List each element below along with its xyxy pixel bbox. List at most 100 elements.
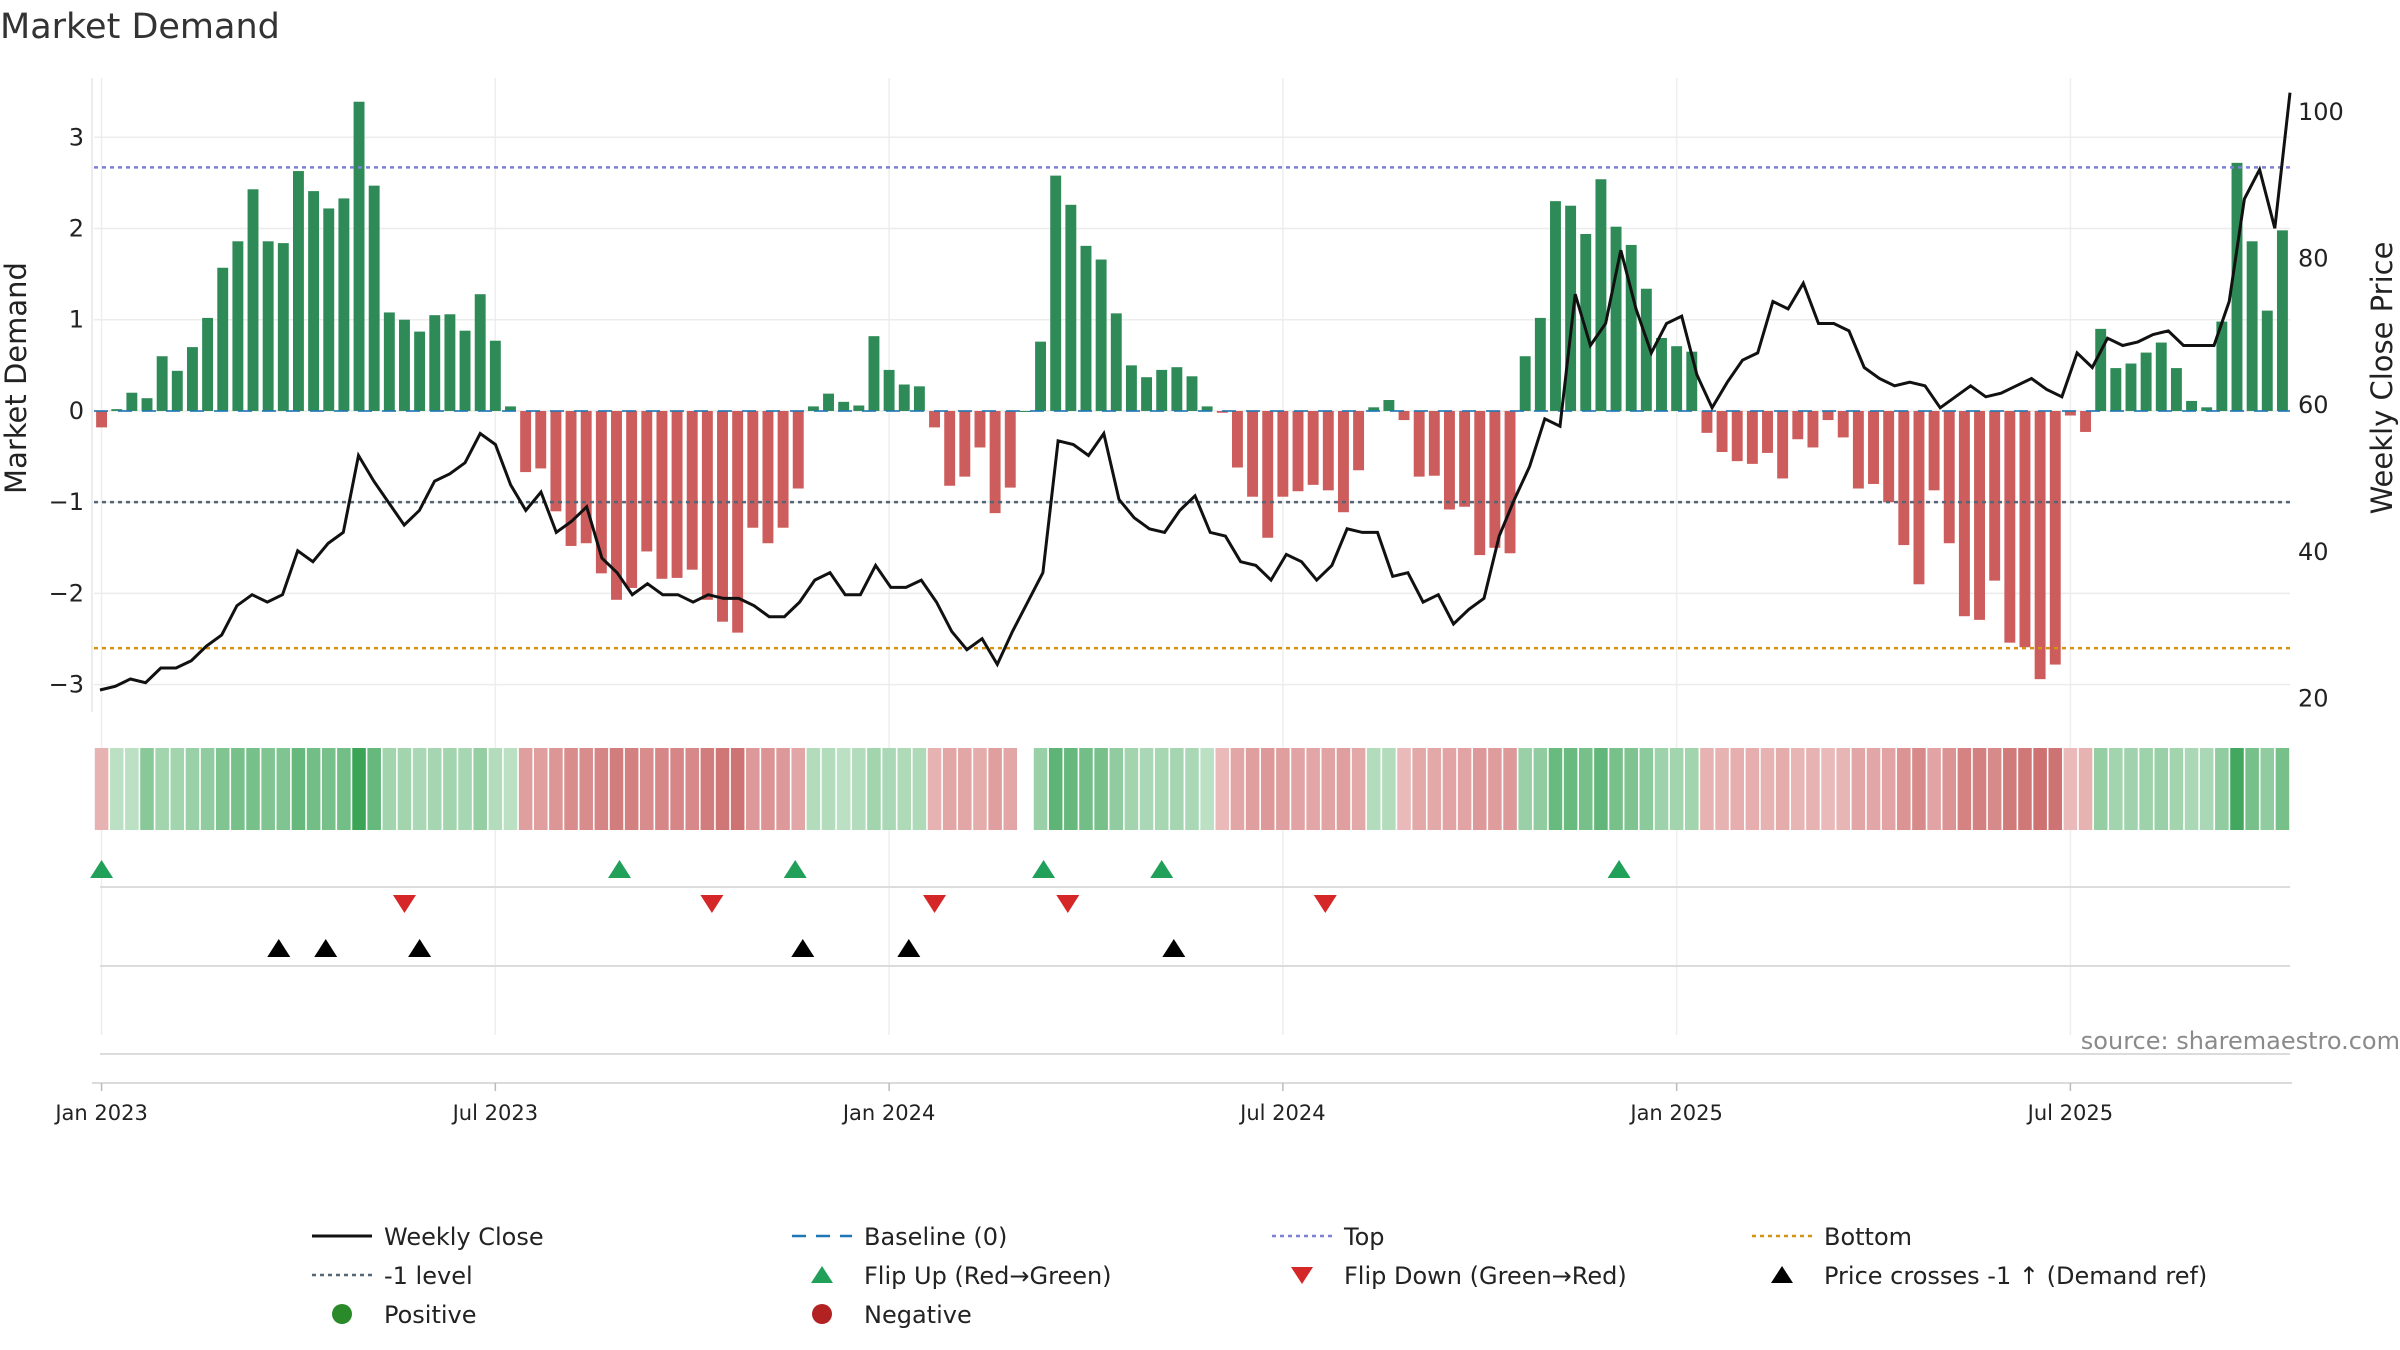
strip-cell: [94, 748, 109, 830]
strip-cell: [776, 748, 790, 830]
strip-cell: [1654, 748, 1669, 830]
strip-cell: [1927, 748, 1941, 830]
demand-bar: [1958, 410, 1970, 617]
demand-bar: [1156, 369, 1168, 411]
strip-cell: [412, 748, 427, 830]
strip-cell: [1079, 748, 1093, 830]
strip-cell: [640, 748, 654, 830]
strip-cell: [2260, 748, 2275, 830]
demand-bar: [1595, 179, 1607, 411]
y-right-tick-label: 60: [2298, 391, 2329, 419]
strip-cell: [1291, 748, 1305, 830]
demand-bar: [1640, 288, 1652, 411]
demand-bar: [399, 319, 410, 411]
strip-cell: [1775, 748, 1790, 830]
x-tick-label: Jan 2023: [53, 1101, 148, 1125]
strip-cell: [1245, 748, 1260, 830]
demand-bar: [1671, 346, 1683, 411]
strip-cell: [1503, 748, 1517, 830]
demand-bar: [111, 409, 123, 411]
demand-bar: [944, 410, 956, 486]
demand-bar: [1035, 341, 1047, 411]
demand-bar: [1837, 410, 1849, 438]
strip-cell: [912, 748, 927, 830]
demand-bar: [2201, 407, 2213, 411]
demand-bar: [1883, 410, 1895, 503]
strip-cell: [2063, 748, 2078, 830]
demand-bar: [2246, 241, 2258, 411]
strip-cell: [306, 748, 321, 830]
demand-bar: [1262, 410, 1274, 538]
strip-cell: [715, 748, 730, 830]
demand-bar: [474, 294, 486, 411]
demand-bar: [1550, 201, 1561, 411]
strip-cell: [518, 748, 533, 830]
strip-cell: [1821, 748, 1835, 830]
demand-bar: [96, 410, 108, 428]
strip-cell: [443, 748, 457, 830]
demand-bar: [2276, 230, 2288, 411]
demand-bar: [2170, 368, 2182, 411]
strip-cell: [155, 748, 169, 830]
demand-bar: [232, 241, 244, 411]
price-cross-marker: [1162, 939, 1186, 957]
strip-cell: [488, 748, 503, 830]
y-right-tick-label: 40: [2298, 538, 2329, 566]
strip-cell: [2275, 748, 2290, 830]
y-left-tick-label: −3: [49, 671, 84, 699]
flip-up-marker: [783, 860, 807, 878]
demand-bar: [1368, 407, 1380, 411]
demand-bar: [505, 406, 516, 411]
strip-cell: [1806, 748, 1820, 830]
strip-cell: [1018, 748, 1033, 830]
demand-bar: [247, 189, 259, 411]
strip-cell: [1745, 748, 1760, 830]
demand-bar: [1656, 337, 1667, 411]
demand-bar: [1913, 410, 1925, 585]
demand-bar: [1489, 410, 1501, 548]
demand-bar: [1383, 400, 1395, 411]
x-tick-label: Jan 2025: [1628, 1101, 1723, 1125]
demand-bar: [1686, 351, 1698, 411]
strip-cell: [1730, 748, 1744, 830]
strip-cell: [1987, 748, 2002, 830]
legend-item: Positive: [332, 1301, 477, 1329]
legend-label: Flip Up (Red→Green): [864, 1262, 1112, 1290]
legend-swatch: [811, 1266, 833, 1283]
price-cross-marker: [267, 939, 291, 957]
strip-cell: [397, 748, 412, 830]
demand-bar: [2155, 342, 2167, 411]
demand-bar: [2216, 321, 2228, 411]
demand-bar: [580, 410, 592, 544]
strip-cell: [1518, 748, 1532, 830]
strip-cell: [1185, 748, 1199, 830]
y-right-tick-label: 80: [2298, 245, 2329, 273]
demand-bar: [1050, 175, 1062, 411]
demand-bar: [323, 208, 335, 411]
strip-cell: [821, 748, 836, 830]
demand-bar: [1777, 410, 1789, 479]
strip-cell: [1639, 748, 1654, 830]
strip-cell: [564, 748, 578, 830]
demand-bar: [2231, 162, 2243, 411]
demand-bar: [1019, 410, 1031, 412]
legend-label: Negative: [864, 1301, 972, 1329]
demand-bars: [96, 101, 2288, 680]
demand-bar: [1004, 410, 1016, 488]
strip-cell: [1124, 748, 1139, 830]
strip-cell: [1336, 748, 1351, 830]
demand-bar: [383, 312, 395, 411]
demand-bar: [262, 241, 274, 411]
demand-bar: [1610, 226, 1622, 411]
strip-cell: [791, 748, 806, 830]
flip-down-marker: [1056, 895, 1080, 913]
demand-bar: [2049, 410, 2061, 665]
demand-bar: [929, 410, 940, 428]
demand-bar: [898, 384, 910, 411]
strip-cell: [2215, 748, 2229, 830]
strip-cell: [321, 748, 336, 830]
demand-bar: [1141, 377, 1153, 411]
demand-bar: [807, 406, 819, 411]
x-gridlines: [100, 78, 2072, 1035]
